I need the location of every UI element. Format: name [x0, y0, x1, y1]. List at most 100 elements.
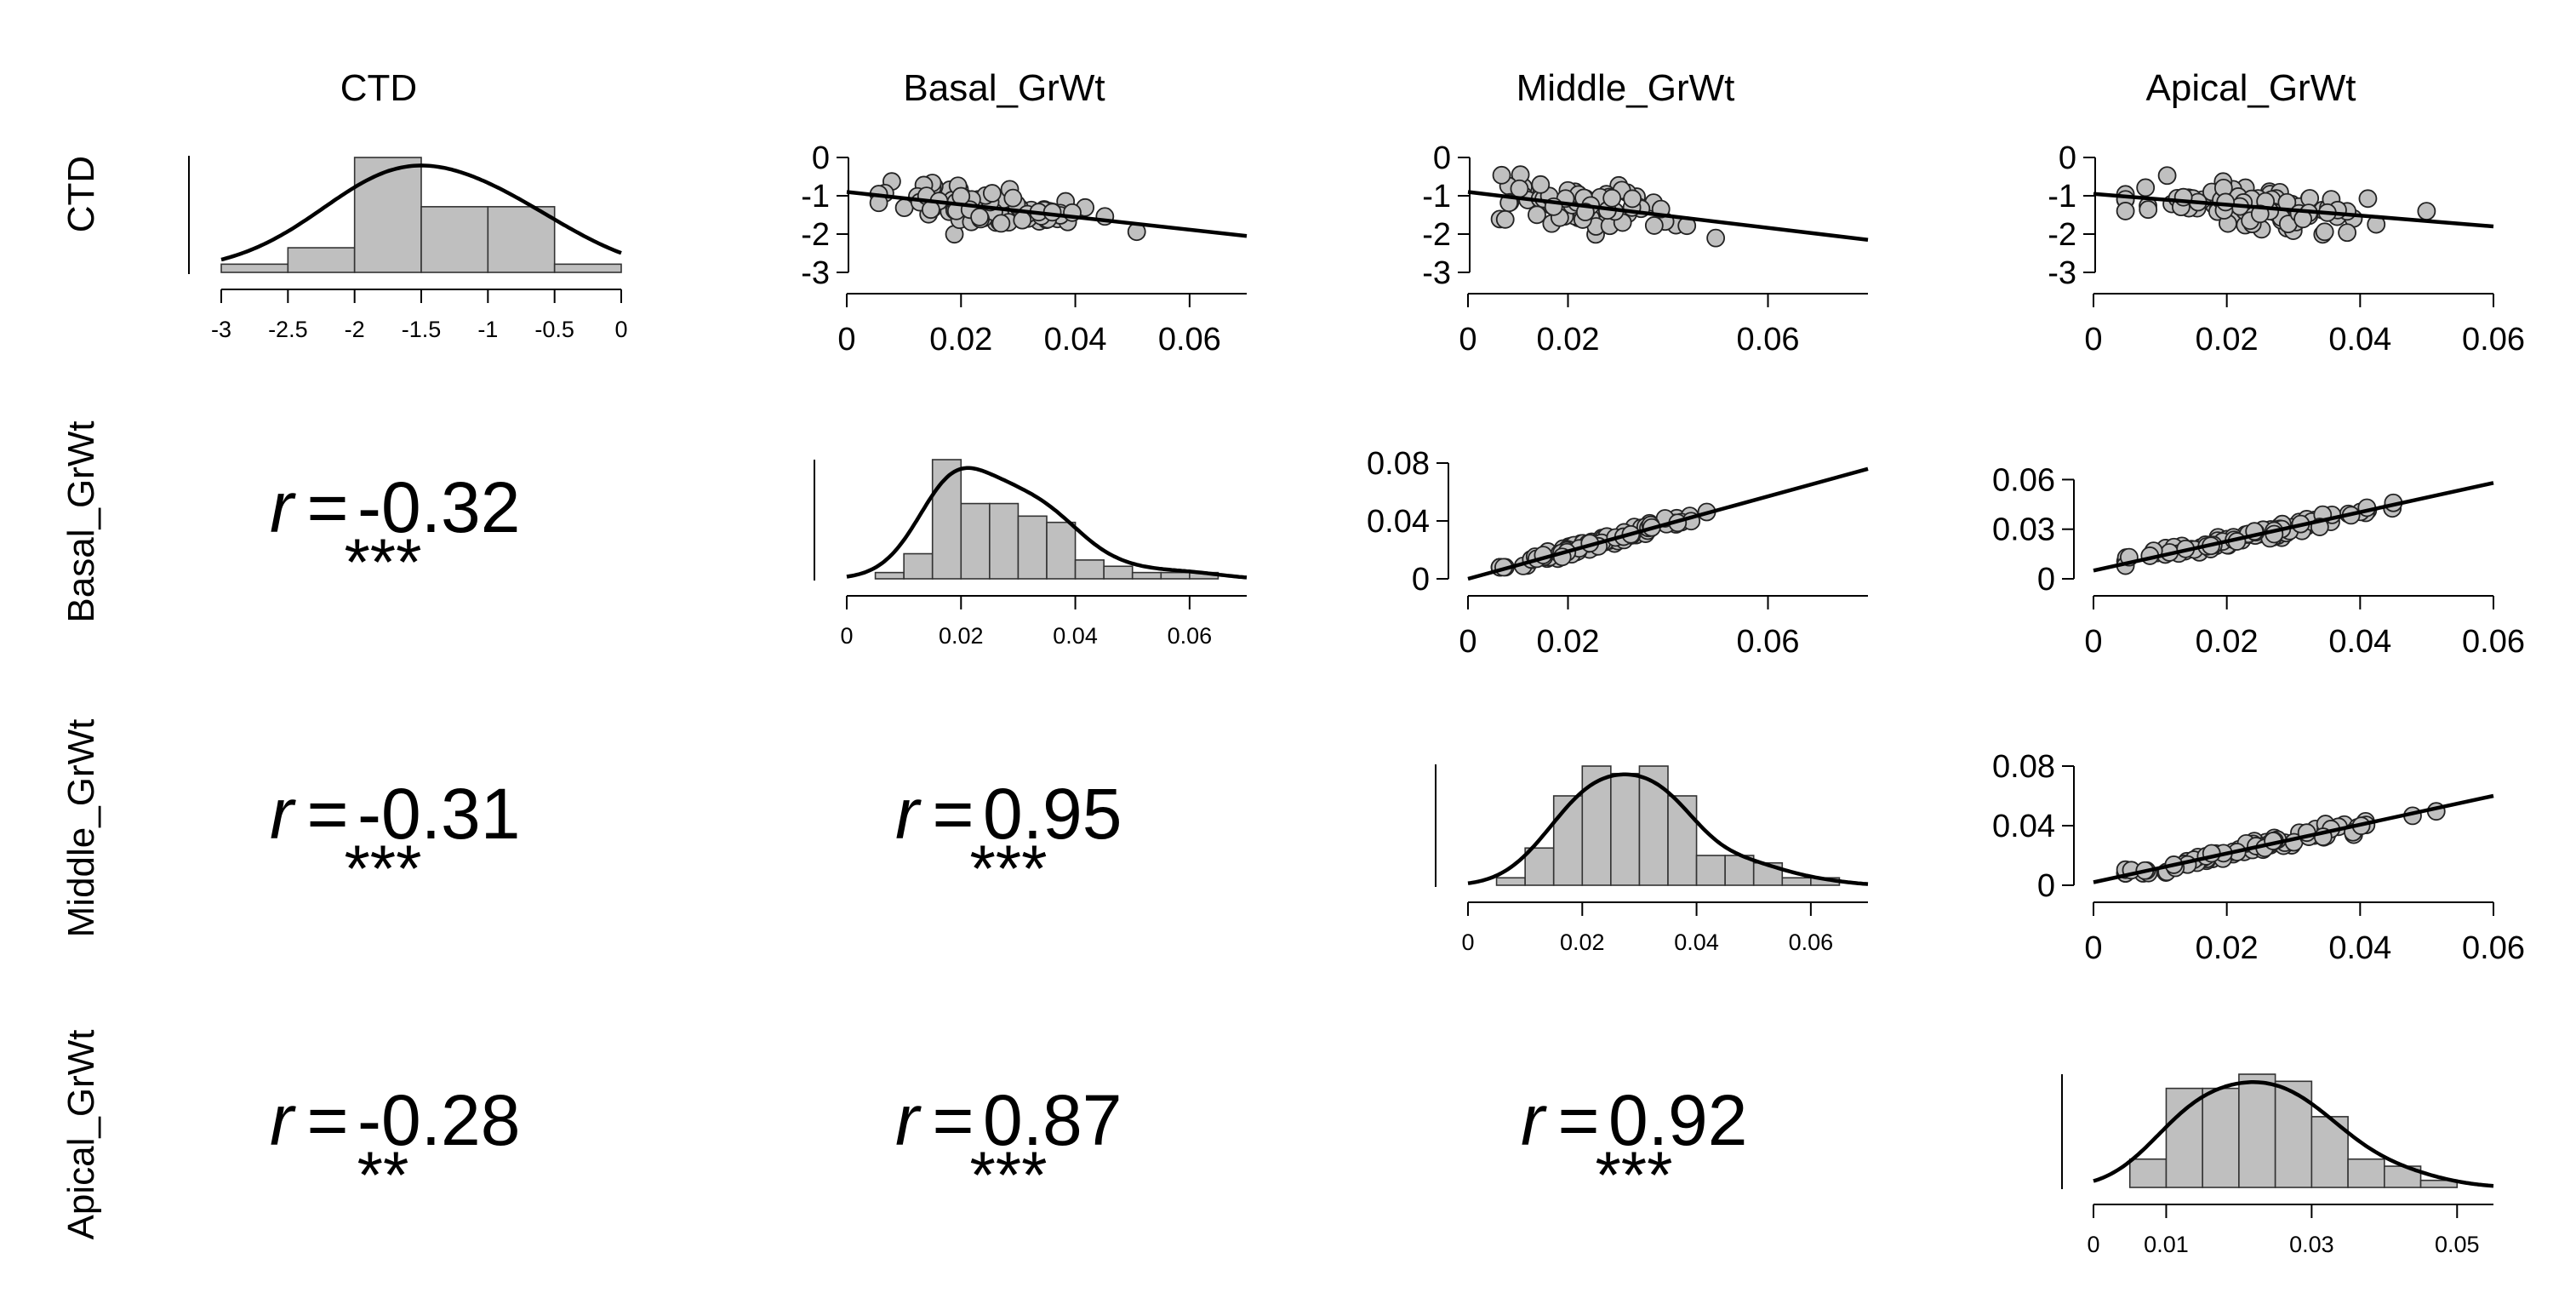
histogram-bar: [2274, 1080, 2313, 1188]
y-tick-label: -2: [801, 217, 830, 253]
scatter-point: [1003, 188, 1023, 208]
r-symbol: r: [270, 1080, 296, 1160]
y-tick-label: -1: [2048, 179, 2076, 215]
histogram-bar: [2347, 1158, 2385, 1188]
y-tick-label: -1: [1422, 179, 1451, 215]
histogram-bar: [553, 263, 622, 273]
histogram-bar: [287, 247, 356, 273]
correlation-basal_grwt-middle_grwt: r = 0.95***: [895, 774, 1122, 906]
y-tick-label: 0: [1433, 140, 1451, 176]
regression-line: [1467, 190, 1869, 242]
equals-sign: =: [306, 774, 348, 854]
x-tick-label: 0: [1461, 930, 1474, 955]
correlation-value: 0.95: [983, 774, 1122, 854]
row-title-basal_grwt: Basal_GrWt: [60, 420, 102, 622]
histogram-bar: [1074, 559, 1105, 580]
histogram-bar: [1046, 521, 1077, 580]
histogram-bar: [1667, 795, 1698, 886]
scatter-ctd-vs-middle_grwt: 0-1-2-30 0.02 0.06: [1422, 140, 1869, 358]
histogram-bar: [487, 206, 556, 273]
x-tick-label: -2.5: [268, 317, 308, 342]
y-tick-label: 0: [2059, 140, 2076, 176]
equals-sign: =: [306, 467, 348, 547]
equals-sign: =: [932, 1080, 974, 1160]
scatter-point: [2315, 222, 2334, 242]
x-tick-label: 0: [837, 322, 855, 358]
significance-stars: **: [357, 1137, 409, 1212]
x-tick-label: 0: [614, 317, 627, 342]
correlation-ctd-middle_grwt: r = -0.31***: [270, 774, 520, 906]
y-tick-label: 0: [2037, 868, 2055, 904]
scatter-point: [2358, 189, 2378, 209]
x-tick-label: 0.06: [1158, 322, 1221, 358]
correlation-ctd-apical_grwt: r = -0.28**: [270, 1080, 520, 1212]
regression-line: [846, 190, 1248, 238]
x-tick-label: 0.02: [929, 322, 992, 358]
scatter-point: [1644, 216, 1664, 235]
row-title-ctd: CTD: [60, 156, 102, 232]
r-symbol: r: [895, 1080, 922, 1160]
histogram-bar: [1552, 795, 1584, 886]
histogram-bar: [1610, 772, 1641, 886]
scatter-point: [1510, 179, 1529, 198]
x-tick-label: 0: [2084, 930, 2102, 966]
scatter-point: [2116, 202, 2135, 220]
y-tick-label: 0.03: [1992, 512, 2055, 548]
scatter-point: [1528, 205, 1546, 225]
scatter-middle_grwt-vs-apical_grwt: 0.08 0.04 00 0.02 0.04 0.06: [1992, 749, 2525, 966]
histogram-bar: [1638, 765, 1669, 886]
correlation-value: 0.92: [1608, 1080, 1748, 1160]
x-tick-label: 0.04: [1053, 623, 1098, 649]
y-tick-label: 0.08: [1992, 749, 2055, 785]
x-tick-label: 0.01: [2144, 1232, 2189, 1257]
y-tick-label: 0: [812, 140, 830, 176]
histogram-basal_grwt: 0 0.02 0.04 0.06: [814, 459, 1248, 649]
x-tick-label: 0.02: [2196, 322, 2259, 358]
scatter-point: [2136, 178, 2156, 197]
significance-stars: ***: [969, 831, 1047, 906]
r-symbol: r: [1521, 1080, 1547, 1160]
scatter-point: [2139, 200, 2158, 220]
histogram-bar: [2165, 1087, 2203, 1188]
histogram-bar: [1581, 765, 1612, 886]
histogram-bar: [960, 502, 991, 580]
regression-line: [1467, 466, 1869, 581]
histogram-bar: [1103, 565, 1134, 580]
x-tick-label: 0.06: [2462, 322, 2525, 358]
histogram-bar: [220, 263, 289, 273]
x-tick-label: 0.02: [2196, 930, 2259, 966]
equals-sign: =: [306, 1080, 348, 1160]
row-title-middle_grwt: Middle_GrWt: [60, 719, 102, 938]
x-tick-label: 0.04: [2328, 624, 2391, 660]
scatter-ctd-vs-apical_grwt: 0-1-2-30 0.02 0.04 0.06: [2048, 140, 2525, 358]
x-tick-label: 0.06: [1737, 322, 1800, 358]
col-title-basal_grwt: Basal_GrWt: [903, 67, 1105, 109]
density-curve: [846, 466, 1248, 580]
x-tick-label: 0.04: [2328, 322, 2391, 358]
x-tick-label: 0: [2084, 624, 2102, 660]
x-tick-label: -3: [211, 317, 231, 342]
histogram-bar: [989, 502, 1020, 580]
histogram-bar: [353, 157, 422, 273]
x-tick-label: 0.02: [939, 623, 984, 649]
y-tick-label: 0.08: [1367, 446, 1430, 482]
correlation-value: -0.31: [357, 774, 520, 854]
x-tick-label: 0.06: [2462, 624, 2525, 660]
significance-stars: ***: [344, 524, 421, 599]
y-tick-label: -3: [1422, 255, 1451, 291]
scatter-point: [1492, 165, 1511, 185]
scatter-point: [991, 214, 1011, 233]
y-tick-label: 0: [2037, 562, 2055, 598]
y-tick-label: -1: [801, 179, 830, 215]
y-tick-label: -2: [1422, 217, 1451, 253]
histogram-bar: [903, 552, 934, 580]
density-curve: [220, 163, 622, 262]
correlation-value: 0.87: [983, 1080, 1122, 1160]
histogram-bar: [1017, 515, 1048, 580]
density-curve: [1467, 772, 1869, 886]
histogram-bar: [420, 206, 489, 273]
significance-stars: ***: [969, 1137, 1047, 1212]
scatter-point: [2216, 192, 2236, 212]
correlation-middle_grwt-apical_grwt: r = 0.92***: [1521, 1080, 1747, 1212]
histogram-ctd: -3 -2.5 -2 -1.5 -1 -0.5 0: [188, 156, 628, 342]
